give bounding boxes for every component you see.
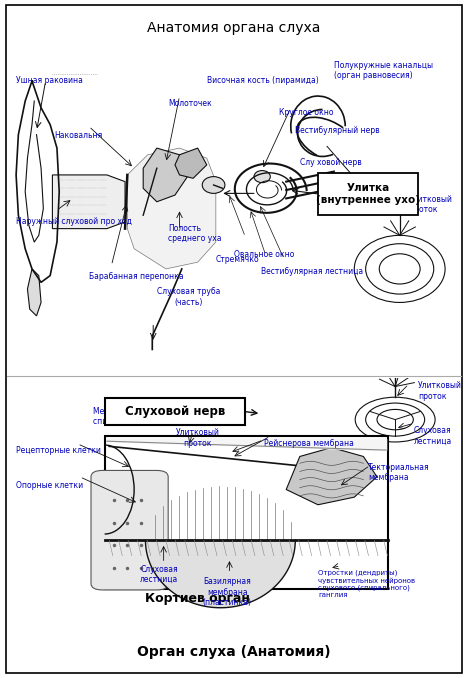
Text: Рейснерова мембрана: Рейснерова мембрана [263,439,353,447]
Polygon shape [127,148,216,269]
Text: Круглое окно: Круглое окно [279,108,334,117]
Text: Полукружные канальцы
(орган равновесия): Полукружные канальцы (орган равновесия) [334,61,433,80]
Text: Орган слуха (Анатомия): Орган слуха (Анатомия) [137,645,331,659]
Polygon shape [175,148,207,178]
Polygon shape [146,540,295,607]
Text: Вестибулярный нерв: Вестибулярный нерв [295,126,380,135]
Text: Место расположения нейронов
спирального ганглия: Место расположения нейронов спирального … [93,407,220,426]
Polygon shape [52,175,125,228]
Polygon shape [28,269,41,316]
Text: Опорные клетки: Опорные клетки [16,481,83,490]
Text: Отростки (дендриты)
чувствительных нейронов
слухового (спирального)
ганглия: Отростки (дендриты) чувствительных нейро… [318,570,415,598]
Text: Наковальня: Наковальня [55,132,103,140]
Text: Височная кость (пирамида): Височная кость (пирамида) [207,76,319,85]
Text: Слу ховой нерв: Слу ховой нерв [300,158,362,167]
Text: Улитка
(внутреннее ухо): Улитка (внутреннее ухо) [316,184,420,205]
Text: Барабанная перепонка: Барабанная перепонка [89,273,183,281]
Circle shape [202,176,225,193]
Text: Улитковый
проток: Улитковый проток [176,428,219,448]
Text: Наружный слуховой про ход: Наружный слуховой про ход [16,217,132,226]
Text: Улитковый
проток: Улитковый проток [418,382,462,401]
Circle shape [254,171,271,182]
Text: Овальное окно: Овальное окно [234,250,294,260]
Text: Текториальная
мембрана: Текториальная мембрана [368,463,430,482]
FancyBboxPatch shape [6,5,462,673]
FancyBboxPatch shape [91,471,168,590]
Polygon shape [286,447,377,504]
Text: Слуховая
лестница: Слуховая лестница [413,426,452,445]
Text: Вестибулярная лестница: Вестибулярная лестница [261,267,363,276]
Text: Рецепторные клетки: Рецепторные клетки [16,446,101,456]
FancyBboxPatch shape [105,436,388,589]
Text: Слуховая
лестница: Слуховая лестница [140,565,178,584]
Text: Слуховая труба
(часть): Слуховая труба (часть) [157,287,220,306]
Text: Полость
среднего уха: Полость среднего уха [168,224,222,243]
Text: Стремячко: Стремячко [216,256,259,264]
Text: Ушная раковина: Ушная раковина [16,76,83,85]
Text: Молоточек: Молоточек [168,100,212,108]
Text: Кортиев орган: Кортиев орган [145,593,250,605]
Text: Анатомия органа слуха: Анатомия органа слуха [147,22,321,35]
FancyBboxPatch shape [318,174,418,215]
Text: Базилярная
мембрана
(пластинка): Базилярная мембрана (пластинка) [203,577,252,607]
FancyBboxPatch shape [105,398,245,424]
Text: Улитковый
проток: Улитковый проток [409,195,453,214]
Polygon shape [143,148,189,202]
Text: Слуховой нерв: Слуховой нерв [125,405,225,418]
